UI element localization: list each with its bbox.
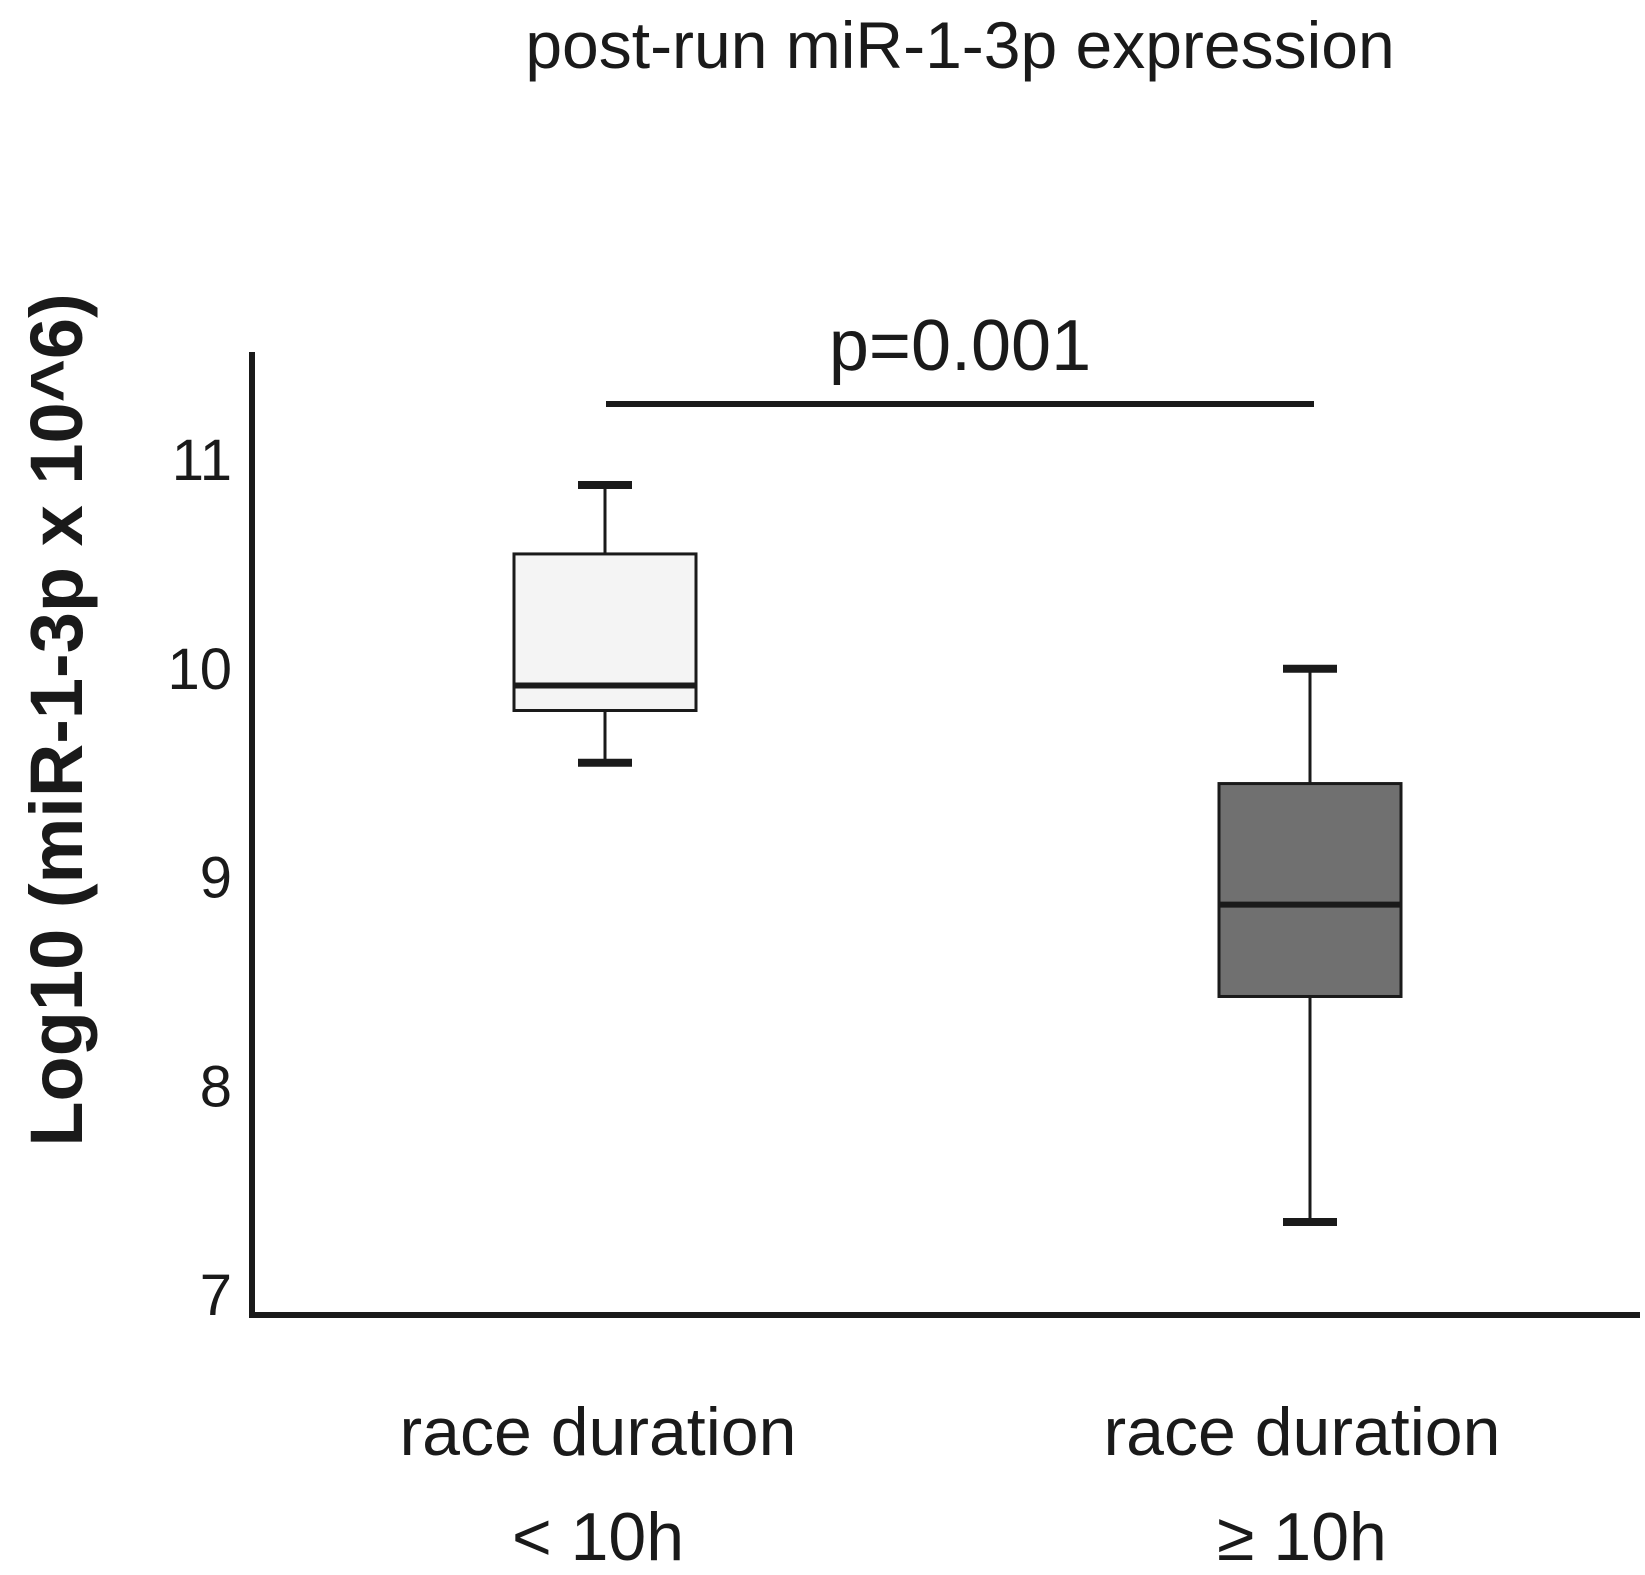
x-category-2-line1: race duration (1104, 1394, 1501, 1470)
y-tick-labels: 7 8 9 10 11 (167, 428, 232, 1328)
x-category-1-line2: < 10h (512, 1499, 684, 1575)
box-2 (1217, 664, 1403, 1226)
y-tick-label: 8 (200, 1054, 232, 1119)
box-iqr (1217, 782, 1403, 998)
chart-title: post-run miR-1-3p expression (525, 8, 1394, 82)
y-tick-label: 7 (200, 1263, 232, 1328)
y-axis-label: Log10 (miR-1-3p x 10^6) (15, 293, 98, 1146)
y-tick-label: 11 (172, 428, 232, 493)
y-tick-label: 9 (200, 846, 232, 911)
x-category-1-line1: race duration (400, 1394, 797, 1470)
p-value-label: p=0.001 (829, 306, 1091, 386)
boxes (512, 481, 1403, 1226)
y-tick-label: 10 (167, 637, 232, 702)
x-category-2-line2: ≥ 10h (1217, 1499, 1387, 1575)
box-1 (512, 481, 698, 767)
